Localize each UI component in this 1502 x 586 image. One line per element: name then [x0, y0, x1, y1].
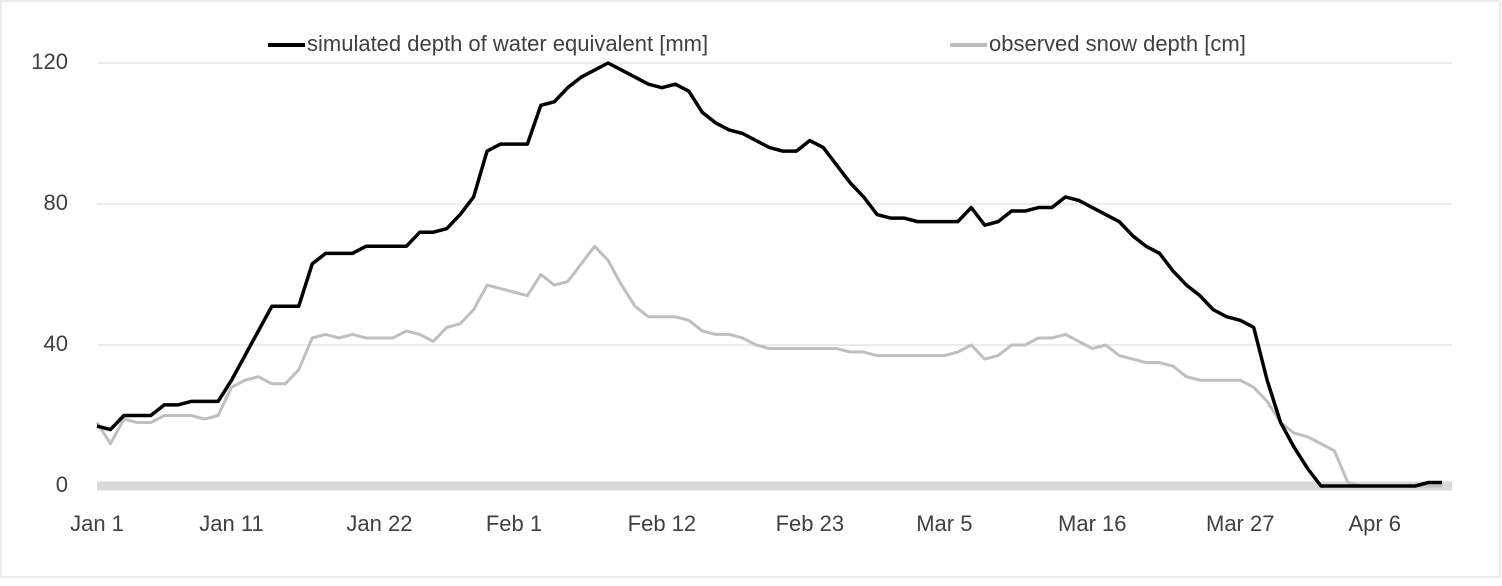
y-tick-label: 80: [44, 190, 68, 215]
x-tick-label: Jan 22: [346, 511, 412, 536]
y-tick-label: 0: [56, 472, 68, 497]
x-tick-label: Apr 6: [1348, 511, 1401, 536]
x-tick-label: Mar 27: [1206, 511, 1274, 536]
series-line: [95, 244, 1442, 488]
legend-label: simulated depth of water equivalent [mm]: [307, 31, 708, 56]
x-tick-label: Jan 1: [70, 511, 124, 536]
legend-label: observed snow depth [cm]: [989, 31, 1246, 56]
y-tick-label: 40: [44, 331, 68, 356]
x-tick-label: Mar 5: [916, 511, 972, 536]
x-tick-label: Mar 16: [1058, 511, 1126, 536]
series-line: [96, 61, 1442, 488]
x-tick-label: Feb 1: [486, 511, 542, 536]
x-tick-label: Feb 23: [776, 511, 845, 536]
x-tick-label: Feb 12: [628, 511, 697, 536]
x-tick-label: Jan 11: [199, 511, 263, 536]
y-tick-label: 120: [31, 49, 68, 74]
